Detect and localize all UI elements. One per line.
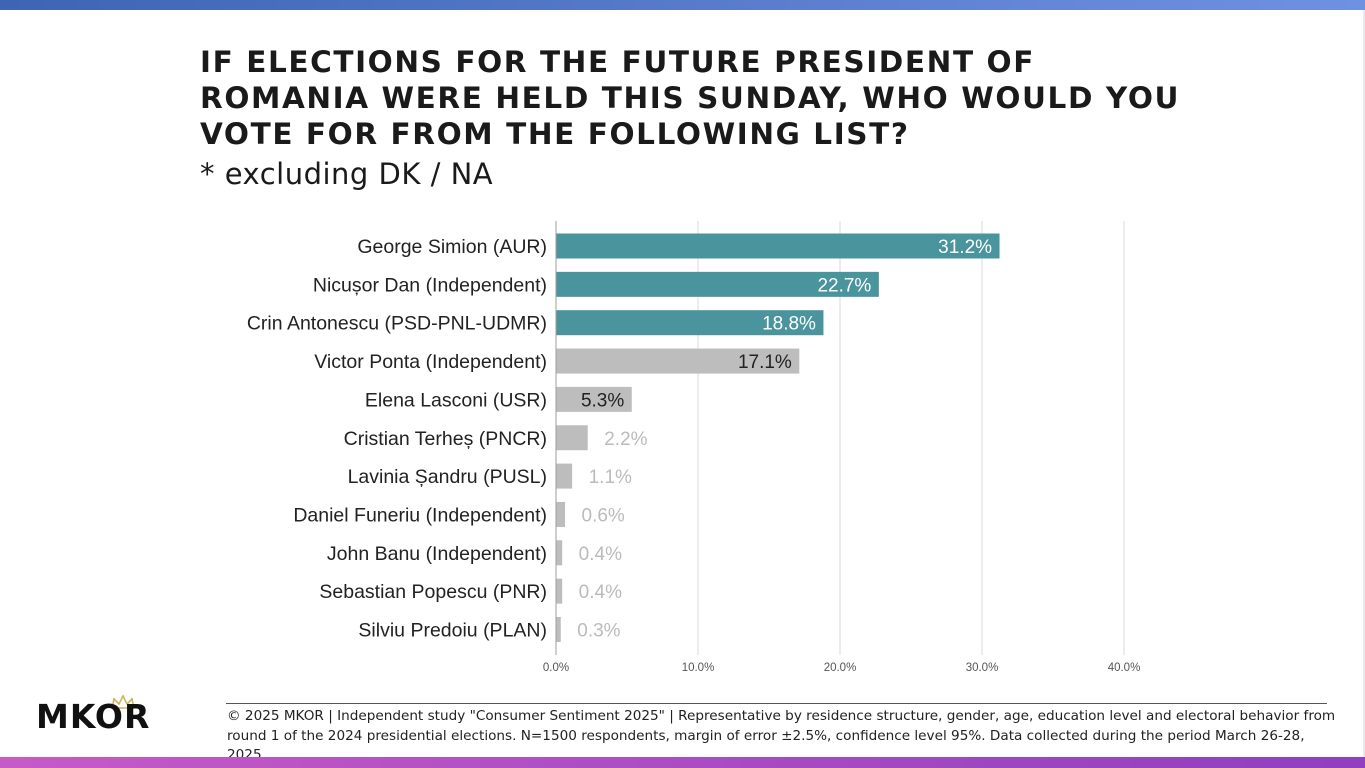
chart-title: IF ELECTIONS FOR THE FUTURE PRESIDENT OF… xyxy=(200,45,1181,151)
category-label: Nicușor Dan (Independent) xyxy=(313,274,547,296)
category-label: Elena Lasconi (USR) xyxy=(365,389,547,411)
value-label: 22.7% xyxy=(817,275,871,296)
value-label: 0.6% xyxy=(582,505,625,526)
category-label: Silviu Predoiu (PLAN) xyxy=(358,620,547,642)
tick-label: 30.0% xyxy=(966,662,999,674)
bar xyxy=(556,540,563,566)
bar xyxy=(556,578,563,604)
value-label: 31.2% xyxy=(938,237,992,258)
bar xyxy=(556,348,800,374)
category-label: Sebastian Popescu (PNR) xyxy=(319,581,547,603)
category-label: Daniel Funeriu (Independent) xyxy=(293,504,547,526)
crown-icon xyxy=(110,694,136,713)
bar xyxy=(556,271,879,297)
category-label: John Banu (Independent) xyxy=(327,543,547,565)
top-accent-bar xyxy=(0,0,1365,10)
value-label: 1.1% xyxy=(589,467,632,488)
tick-label: 20.0% xyxy=(824,662,857,674)
tick-label: 10.0% xyxy=(682,662,715,674)
footer-note: © 2025 MKOR | Independent study "Consume… xyxy=(227,708,1336,763)
bar xyxy=(556,386,632,412)
right-edge-shadow xyxy=(1363,10,1365,757)
category-label: Crin Antonescu (PSD-PNL-UDMR) xyxy=(247,313,547,335)
mkor-logo: MKOR xyxy=(36,694,166,738)
chart-subtitle: * excluding DK / NA xyxy=(200,157,494,191)
category-label: Lavinia Șandru (PUSL) xyxy=(348,466,547,488)
bar xyxy=(556,617,561,642)
value-label: 0.3% xyxy=(577,621,620,642)
bar-chart: 0.0% 10.0% 20.0% 30.0% 40.0% George Simion (A… xyxy=(247,221,1141,674)
value-label: 17.1% xyxy=(738,352,792,373)
bar xyxy=(556,463,573,489)
footer-divider xyxy=(226,703,1327,704)
category-label: Cristian Terheș (PNCR) xyxy=(344,428,547,450)
tick-label: 0.0% xyxy=(543,662,569,674)
value-label: 0.4% xyxy=(579,544,622,565)
value-label: 18.8% xyxy=(762,314,816,335)
value-label: 2.2% xyxy=(604,429,647,450)
bottom-accent-bar xyxy=(0,757,1365,768)
category-label: Victor Ponta (Independent) xyxy=(314,351,547,373)
value-label: 5.3% xyxy=(581,390,624,411)
bar xyxy=(556,425,588,451)
value-label: 0.4% xyxy=(579,582,622,603)
tick-label: 40.0% xyxy=(1108,662,1141,674)
bar xyxy=(556,501,566,527)
bar xyxy=(556,233,1000,259)
category-label: George Simion (AUR) xyxy=(357,236,547,258)
bar xyxy=(556,310,824,336)
logo-text: MKOR xyxy=(36,697,151,736)
